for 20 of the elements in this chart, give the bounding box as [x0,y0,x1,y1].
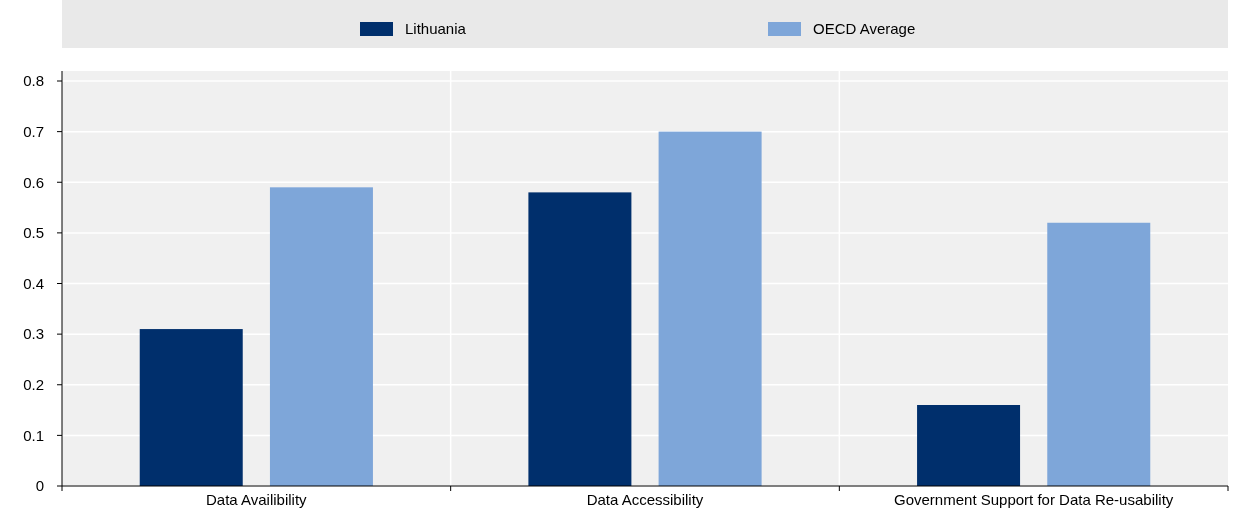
bar [269,187,373,486]
y-tick-label: 0.3 [23,325,44,343]
y-tick-label: 0.2 [23,376,44,393]
x-tick-label: Government Support for Data Re-usability [894,491,1174,508]
y-tick-label: 0.6 [23,173,44,191]
legend-label: OECD Average [813,20,916,38]
bar [139,329,243,486]
x-tick-label: Data Accessibility [586,491,704,508]
bar [917,405,1021,486]
y-tick-label: 0.4 [23,274,44,292]
legend-label: Lithuania [405,20,467,38]
y-tick-label: 0 [35,477,44,495]
x-tick-label: Data Availibility [206,491,308,508]
bar [528,192,632,486]
bar [658,131,762,486]
y-tick-label: 0.7 [23,122,44,140]
y-tick-label: 0.8 [23,72,44,90]
y-tick-label: 0.5 [23,224,44,242]
y-tick-label: 0.1 [23,426,44,444]
bar [1047,222,1151,486]
